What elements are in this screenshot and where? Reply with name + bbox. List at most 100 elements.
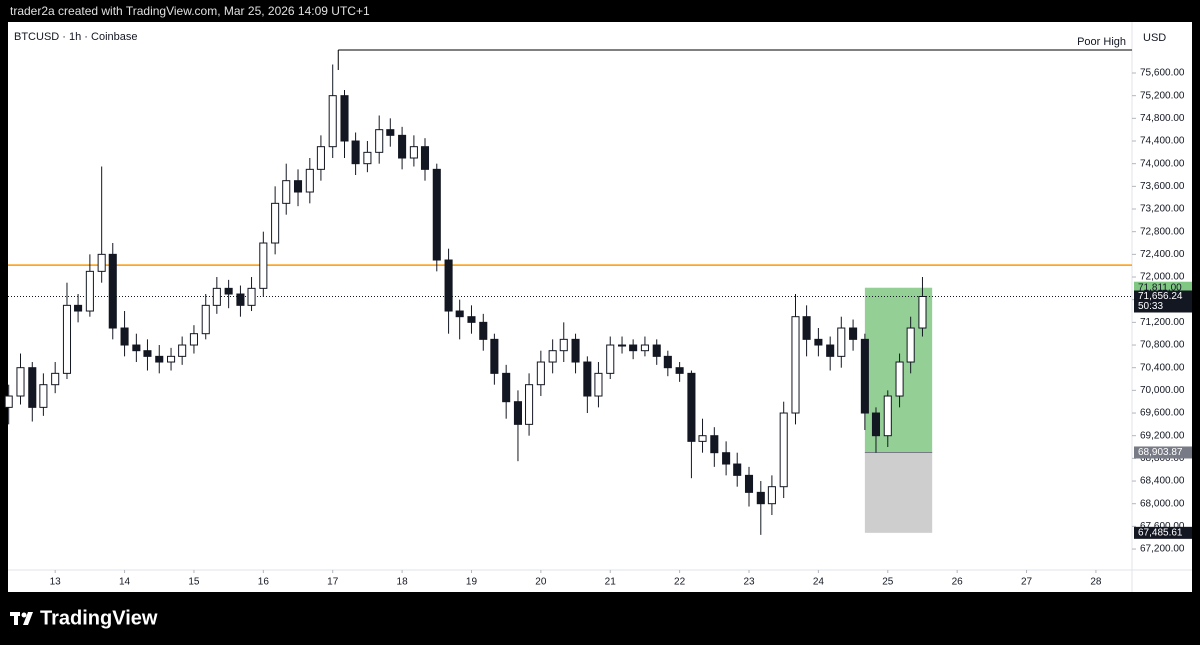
candle-body <box>201 304 210 335</box>
level-label: Poor High <box>1077 36 1126 48</box>
candle-body <box>767 486 776 505</box>
x-tick-label: 16 <box>258 577 270 588</box>
candle-body <box>814 338 823 346</box>
x-tick-label: 28 <box>1090 577 1102 588</box>
candle-body <box>455 310 464 318</box>
candle-body <box>559 338 568 352</box>
candle-body <box>398 134 407 159</box>
x-tick-label: 17 <box>327 577 339 588</box>
last-price-countdown: 50:33 <box>1138 301 1163 312</box>
candle-body <box>85 270 94 312</box>
candle-body <box>710 435 719 454</box>
y-tick-label: 74,400.00 <box>1140 136 1185 147</box>
y-tick-label: 69,200.00 <box>1140 430 1185 441</box>
candle-body <box>351 140 360 165</box>
candle-body <box>74 304 83 312</box>
candle-body <box>744 474 754 493</box>
candle-body <box>606 344 615 374</box>
y-tick-label: 74,000.00 <box>1140 158 1185 169</box>
candle-body <box>155 355 164 363</box>
candle-body <box>883 395 892 437</box>
candle-body <box>687 372 696 442</box>
position-loss-zone <box>864 452 933 533</box>
candle-body <box>571 338 580 363</box>
candle-body <box>629 344 638 352</box>
x-tick-label: 26 <box>952 577 964 588</box>
y-tick-label: 68,800.00 <box>1140 453 1185 464</box>
candle-body <box>51 372 60 386</box>
candle-body <box>860 338 869 414</box>
y-tick-label: 72,800.00 <box>1140 226 1185 237</box>
candle-body <box>490 338 499 374</box>
entry-tag <box>1134 446 1192 459</box>
candle-body <box>271 202 280 244</box>
candle-body <box>316 146 325 170</box>
candle-body <box>918 295 927 329</box>
x-tick-label: 21 <box>605 577 617 588</box>
candle-body <box>28 367 37 408</box>
candle-body <box>640 344 649 352</box>
y-tick-label: 75,600.00 <box>1140 68 1185 79</box>
candle-body <box>444 259 453 312</box>
candle-body <box>420 146 430 170</box>
candle-body <box>513 401 523 425</box>
candle-body <box>178 344 187 357</box>
candle-body <box>293 180 303 193</box>
chart-title: BTCUSD · 1h · Coinbase <box>14 31 138 43</box>
x-tick-label: 27 <box>1021 577 1033 588</box>
y-tick-label: 72,400.00 <box>1140 249 1185 260</box>
candle-body <box>375 129 384 153</box>
candle-body <box>467 316 476 323</box>
candle-body <box>502 372 511 403</box>
candle-body <box>39 384 48 408</box>
logo-shape <box>14 612 18 625</box>
candle-body <box>652 344 661 357</box>
candle-body <box>826 344 835 357</box>
x-tick-label: 25 <box>882 577 894 588</box>
logo-shape <box>23 612 33 625</box>
entry-tag-label: 68,903.87 <box>1138 447 1183 458</box>
y-tick-label: 69,600.00 <box>1140 408 1185 419</box>
y-tick-label: 71,200.00 <box>1140 317 1185 328</box>
candle-body <box>305 168 314 193</box>
y-tick-label: 73,600.00 <box>1140 181 1185 192</box>
y-tick-label: 73,200.00 <box>1140 204 1185 215</box>
chart-panel <box>8 22 1192 592</box>
candle-body <box>167 355 176 363</box>
candle-body <box>791 316 800 414</box>
candle-body <box>525 384 534 425</box>
logo-shape <box>21 612 27 618</box>
candle-body <box>849 327 858 340</box>
currency: USD <box>1143 32 1166 44</box>
candle-body <box>236 293 245 306</box>
y-tick-label: 67,600.00 <box>1140 521 1185 532</box>
candle-body <box>583 361 592 397</box>
brand: TradingView <box>40 607 158 629</box>
candle-body <box>479 321 488 340</box>
candle-body <box>97 253 106 272</box>
x-tick-label: 19 <box>466 577 478 588</box>
candle-body <box>16 367 25 397</box>
candle-body <box>906 327 915 363</box>
candle-body <box>120 327 129 346</box>
candle-body <box>4 395 13 408</box>
x-tick-label: 13 <box>50 577 62 588</box>
candle-body <box>409 146 418 159</box>
candle-body <box>663 355 672 369</box>
candle-body <box>259 242 268 289</box>
y-tick-label: 70,800.00 <box>1140 340 1185 351</box>
candle-body <box>363 151 372 165</box>
candle-body <box>340 95 349 142</box>
candle-body <box>224 287 233 295</box>
candle-body <box>328 95 337 148</box>
candle-body <box>722 452 731 465</box>
candle-body <box>594 372 603 397</box>
x-tick-label: 22 <box>674 577 686 588</box>
stop-tag-label: 67,485.61 <box>1138 527 1183 538</box>
candle-body <box>62 304 72 374</box>
y-tick-label: 68,000.00 <box>1140 498 1185 509</box>
last-price-tag-label: 71,656.24 <box>1138 291 1183 302</box>
y-tick-label: 68,400.00 <box>1140 476 1185 487</box>
